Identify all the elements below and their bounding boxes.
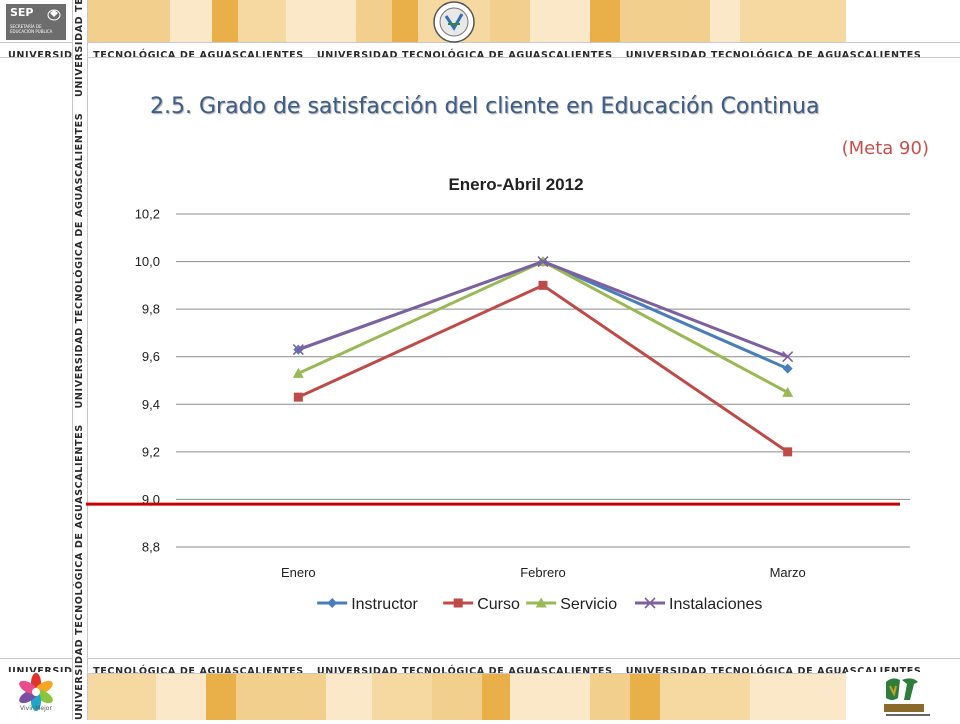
strip-text: UNIVERSIDAD TECNOLÓGICA DE AGUASCALIENTE… xyxy=(625,666,922,674)
legend-label: Servicio xyxy=(560,596,617,613)
y-tick-label: 9,2 xyxy=(142,444,160,459)
x-tick-label: Marzo xyxy=(770,565,806,580)
series-servicio xyxy=(292,256,794,397)
sep-logo-area: SEP SECRETARÍA DE EDUCACIÓN PÚBLICA xyxy=(0,0,72,42)
y-tick-label: 8,8 xyxy=(142,540,160,555)
chart-series xyxy=(86,256,900,506)
data-point xyxy=(538,280,548,290)
data-point xyxy=(644,597,656,609)
university-strip-bottom: UNIVERSIDAD TECNOLÓGICA DE AGUASCALIENTE… xyxy=(0,658,960,674)
series-curso xyxy=(293,280,793,457)
legend-label: Curso xyxy=(477,596,520,613)
anniversary-logo-area xyxy=(846,672,960,720)
y-tick-label: 9,6 xyxy=(142,349,160,364)
data-point xyxy=(292,344,304,356)
sep-word: SEP xyxy=(10,6,34,19)
university-strip-top: UNIVERSIDAD TECNOLÓGICA DE AGUASCALIENTE… xyxy=(0,42,960,58)
data-point xyxy=(783,447,793,457)
data-point xyxy=(453,598,463,608)
vivir-mejor-text: Vivir Mejor xyxy=(20,705,52,712)
line-chart: Enero-Abril 2012 8,89,09,29,49,69,810,01… xyxy=(86,175,910,613)
data-point xyxy=(292,367,304,378)
sep-subtitle: SECRETARÍA DE EDUCACIÓN PÚBLICA xyxy=(10,24,53,34)
legend-item: Servicio xyxy=(526,596,617,613)
strip-text: UNIVERSIDAD TECNOLÓGICA DE AGUASCALIENTE… xyxy=(316,50,613,58)
bottom-decorative-band xyxy=(86,672,846,720)
eagle-icon xyxy=(47,9,61,21)
vivir-mejor-logo xyxy=(19,673,53,711)
y-tick-label: 9,8 xyxy=(142,302,160,317)
strip-text: UNIVERSIDAD TECNOLÓGICA DE AGUASCALIENTE… xyxy=(8,50,304,58)
strip-text: UNIVERSIDAD TECNOLÓGICA DE AGUASCALIENTE… xyxy=(316,666,613,674)
data-point xyxy=(327,598,338,608)
data-point xyxy=(535,597,547,608)
goal-subtitle: (Meta 90) xyxy=(841,138,929,159)
data-point xyxy=(537,256,549,268)
strip-text: UNIVERSIDAD TECNOLÓGICA DE AGUASCALIENTE… xyxy=(625,50,922,58)
y-tick-label: 9,4 xyxy=(142,397,160,412)
data-point xyxy=(782,363,793,374)
ut-anniversary-logo xyxy=(884,678,930,716)
university-seal-logo xyxy=(433,1,475,43)
y-tick-label: 10,2 xyxy=(135,207,160,222)
legend-item: Curso xyxy=(443,596,520,613)
university-strip-vertical: UNIVERSIDAD TECNOLÓGICA DE AGUASCALIENTE… xyxy=(72,0,88,720)
slide-title: 2.5. Grado de satisfacción del cliente e… xyxy=(150,94,820,119)
x-axis-labels: Enero Febrero Marzo xyxy=(281,565,806,580)
legend-label: Instalaciones xyxy=(669,596,762,613)
vivir-mejor-logo-area xyxy=(0,672,72,720)
chart-legend: Instructor Curso Servicio Instalaciones xyxy=(317,596,762,613)
y-axis-labels: 8,89,09,29,49,69,810,010,2 xyxy=(135,207,160,555)
data-point xyxy=(293,392,303,402)
legend-label: Instructor xyxy=(351,596,418,613)
series-line xyxy=(297,283,789,454)
x-tick-label: Enero xyxy=(281,565,316,580)
data-point xyxy=(782,386,794,397)
vertical-strip-text: UNIVERSIDAD TECNOLÓGICA DE AGUASCALIENTE… xyxy=(74,0,85,720)
series-instalaciones xyxy=(292,256,794,363)
sep-logo: SEP SECRETARÍA DE EDUCACIÓN PÚBLICA xyxy=(6,4,66,40)
y-tick-label: 10,0 xyxy=(135,254,160,269)
strip-text: UNIVERSIDAD TECNOLÓGICA DE AGUASCALIENTE… xyxy=(8,666,304,674)
legend-item: Instalaciones xyxy=(635,596,762,613)
chart-title: Enero-Abril 2012 xyxy=(448,175,583,194)
data-point xyxy=(782,351,794,363)
x-tick-label: Febrero xyxy=(520,565,566,580)
legend-item: Instructor xyxy=(317,596,419,613)
